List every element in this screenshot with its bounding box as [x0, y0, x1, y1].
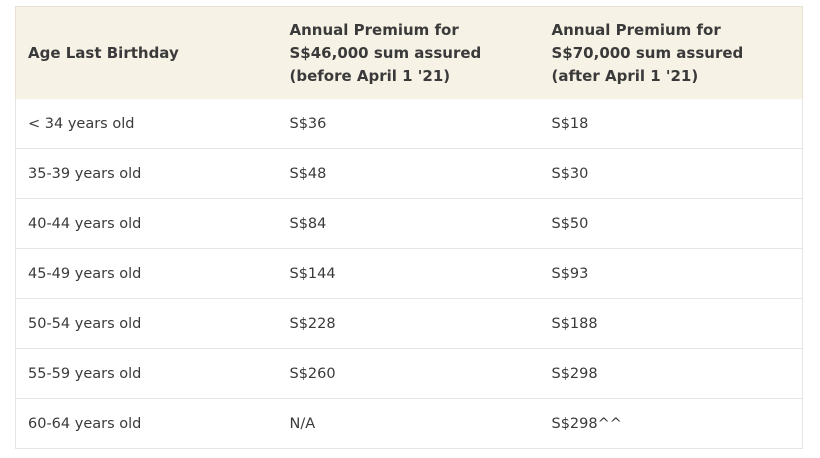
age-cell: 50-54 years old: [15, 298, 278, 349]
header-age-last-birthday: Age Last Birthday: [15, 6, 278, 99]
premium-before-cell: S$228: [277, 298, 540, 349]
age-cell: 60-64 years old: [15, 398, 278, 449]
table-row: 45-49 years old S$144 S$93: [15, 248, 803, 299]
premium-after-cell: S$50: [539, 198, 803, 249]
age-cell: 35-39 years old: [15, 148, 278, 199]
table-row: 40-44 years old S$84 S$50: [15, 198, 803, 249]
header-premium-after-april: Annual Premium for S$70,000 sum assured …: [539, 6, 803, 99]
premium-before-cell: S$48: [277, 148, 540, 199]
age-cell: 40-44 years old: [15, 198, 278, 249]
premium-after-cell: S$93: [539, 248, 803, 299]
table-row: 50-54 years old S$228 S$188: [15, 298, 803, 349]
table-row: < 34 years old S$36 S$18: [15, 99, 803, 149]
header-row: Age Last Birthday Annual Premium for S$4…: [15, 6, 803, 99]
premium-before-cell: N/A: [277, 398, 540, 449]
premium-after-cell: S$18: [539, 99, 803, 149]
table-row: 35-39 years old S$48 S$30: [15, 148, 803, 199]
premium-after-cell: S$298: [539, 348, 803, 399]
premium-before-cell: S$260: [277, 348, 540, 399]
premium-before-cell: S$144: [277, 248, 540, 299]
premium-before-cell: S$84: [277, 198, 540, 249]
premium-table: Age Last Birthday Annual Premium for S$4…: [15, 6, 803, 449]
table-row: 55-59 years old S$260 S$298: [15, 348, 803, 399]
table-body: < 34 years old S$36 S$18 35-39 years old…: [15, 99, 803, 449]
header-premium-before-april: Annual Premium for S$46,000 sum assured …: [277, 6, 540, 99]
age-cell: 55-59 years old: [15, 348, 278, 399]
premium-before-cell: S$36: [277, 99, 540, 149]
premium-after-cell: S$298^^: [539, 398, 803, 449]
table-header: Age Last Birthday Annual Premium for S$4…: [15, 6, 803, 99]
age-cell: < 34 years old: [15, 99, 278, 149]
premium-table-container: Age Last Birthday Annual Premium for S$4…: [15, 6, 803, 449]
table-row: 60-64 years old N/A S$298^^: [15, 398, 803, 449]
premium-after-cell: S$188: [539, 298, 803, 349]
premium-after-cell: S$30: [539, 148, 803, 199]
age-cell: 45-49 years old: [15, 248, 278, 299]
